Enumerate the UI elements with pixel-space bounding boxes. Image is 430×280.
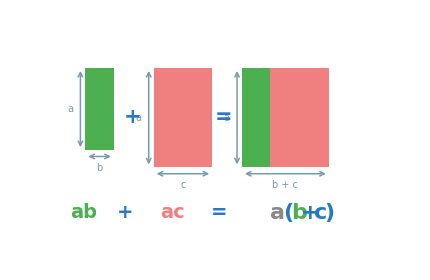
Text: ): ) (325, 202, 335, 223)
Text: a: a (135, 113, 141, 123)
Text: c: c (180, 180, 186, 190)
Text: =: = (210, 203, 227, 222)
Text: b + c: b + c (273, 180, 298, 190)
Text: b: b (96, 163, 103, 173)
Text: +: + (117, 203, 134, 222)
Bar (270, 68, 329, 167)
Text: +: + (123, 107, 141, 127)
Text: a: a (270, 202, 285, 223)
Bar (242, 68, 270, 167)
Text: (: ( (283, 202, 293, 223)
Text: +: + (301, 202, 319, 223)
Text: a: a (224, 113, 230, 123)
Text: a: a (67, 104, 73, 114)
Text: ab: ab (70, 203, 97, 222)
Bar (86, 68, 114, 150)
Bar (154, 68, 212, 167)
Text: ac: ac (160, 203, 184, 222)
Text: c: c (314, 202, 328, 223)
Text: =: = (215, 107, 233, 127)
Text: b: b (291, 202, 307, 223)
